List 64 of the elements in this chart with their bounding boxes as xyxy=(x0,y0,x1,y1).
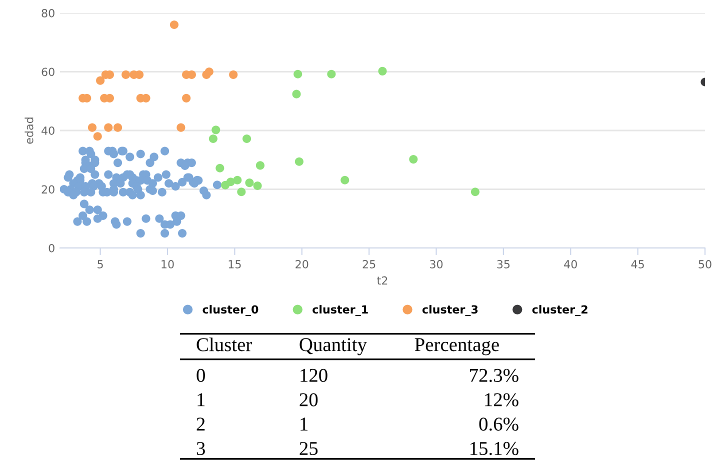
text: Cluster xyxy=(196,338,252,352)
x-tick-label: 15 xyxy=(228,260,241,268)
y-tick-label: 40 xyxy=(42,126,54,135)
point xyxy=(208,134,218,144)
text: Percentage xyxy=(414,338,499,356)
y-tick-label: 80 xyxy=(42,8,54,18)
point xyxy=(253,181,262,190)
x-tick-label: 40 xyxy=(564,260,577,268)
legend-label: cluster_1 xyxy=(312,305,368,316)
x-axis-title: t2 xyxy=(377,276,388,285)
text: 1 xyxy=(198,393,205,406)
point xyxy=(327,70,336,78)
point xyxy=(204,67,214,76)
point xyxy=(378,66,387,76)
point xyxy=(470,188,480,196)
point xyxy=(176,123,186,132)
x-tick-label: 45 xyxy=(631,260,644,268)
point xyxy=(242,134,252,144)
text: 0 xyxy=(196,368,205,382)
x-tick-label: 20 xyxy=(296,260,308,268)
point xyxy=(212,126,220,134)
text: 25 xyxy=(300,442,318,456)
point xyxy=(292,90,301,98)
y-axis-title: edad xyxy=(24,118,34,144)
point xyxy=(182,94,191,102)
text: 120 xyxy=(300,368,328,382)
x-tick-label: 35 xyxy=(497,260,510,268)
point xyxy=(114,123,122,132)
y-tick-label: 0 xyxy=(48,244,54,252)
x-tick-label: 5 xyxy=(98,260,103,268)
text: 1 xyxy=(300,418,308,430)
point xyxy=(96,76,105,85)
text: 0.6% xyxy=(479,418,518,431)
point xyxy=(229,70,238,79)
point xyxy=(226,178,235,186)
legend-label: cluster_3 xyxy=(422,305,478,316)
point xyxy=(256,161,264,170)
point xyxy=(245,178,254,188)
x-tick-label: 10 xyxy=(162,260,174,268)
point xyxy=(93,132,102,141)
point xyxy=(237,188,246,196)
x-tick-label: 25 xyxy=(362,260,376,268)
text: 3 xyxy=(196,442,205,456)
point xyxy=(170,20,178,30)
point xyxy=(294,70,302,78)
point xyxy=(122,70,130,79)
text: 72.3% xyxy=(470,368,518,382)
legend-label: cluster_2 xyxy=(532,305,588,316)
x-tick-label: 30 xyxy=(430,260,443,268)
point xyxy=(294,157,304,166)
text: 15.1% xyxy=(470,442,518,456)
text: 20 xyxy=(300,393,318,406)
point xyxy=(88,123,97,132)
point xyxy=(216,164,224,172)
x-tick-label: 50 xyxy=(698,260,712,268)
text: Quantity xyxy=(300,338,367,356)
y-tick-label: 20 xyxy=(42,185,54,194)
y-tick-label: 60 xyxy=(42,68,54,76)
text: 12% xyxy=(485,393,518,406)
point xyxy=(409,155,418,164)
point xyxy=(104,123,113,132)
text: 2 xyxy=(196,418,205,430)
point xyxy=(340,176,350,184)
legend-label: cluster_0 xyxy=(202,305,258,316)
